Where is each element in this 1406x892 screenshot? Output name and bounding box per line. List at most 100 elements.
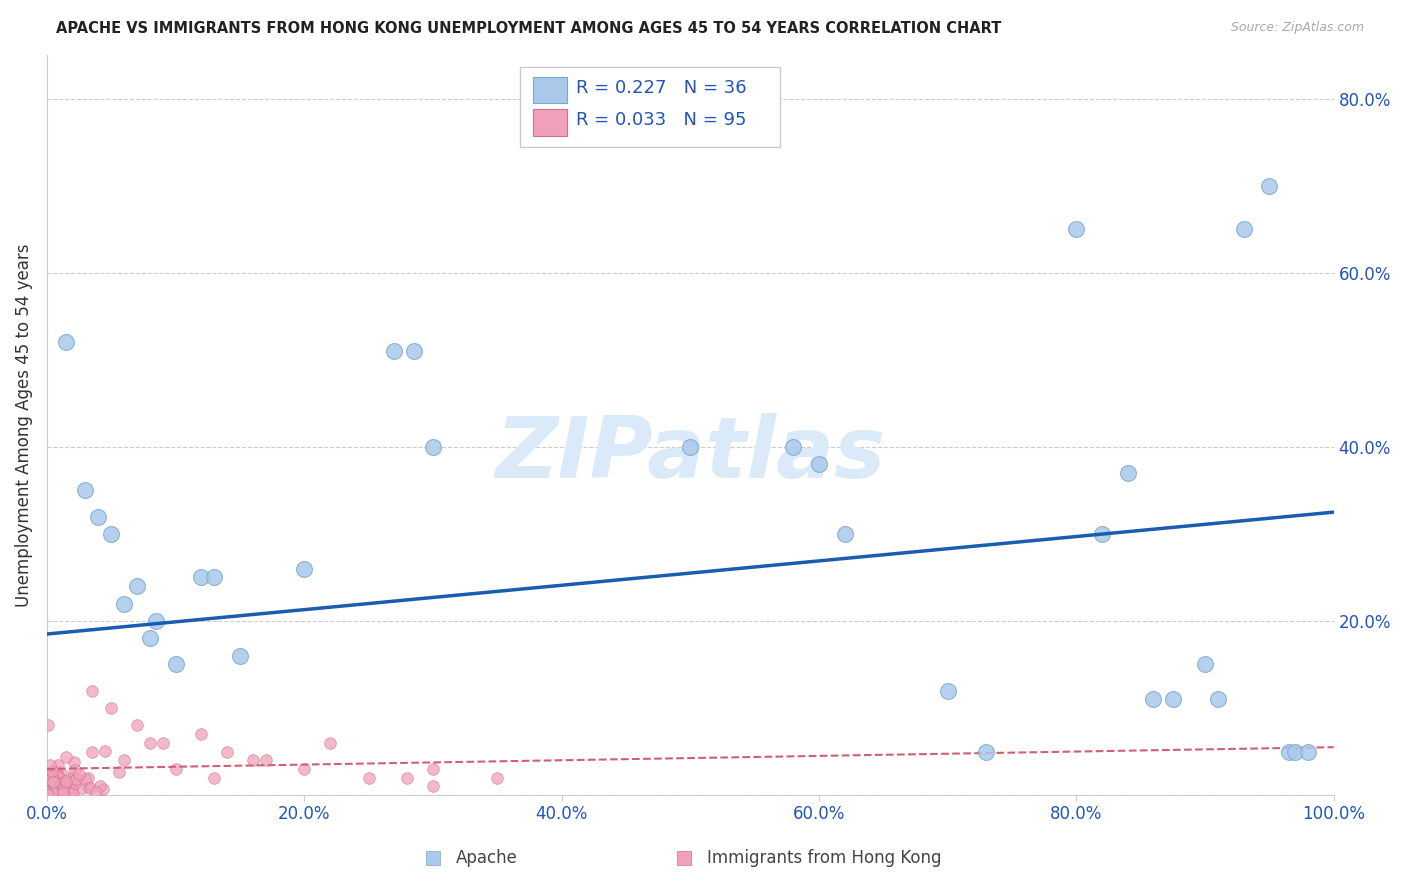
- Point: [1161, 692, 1184, 706]
- Point: [37, 718, 59, 732]
- Point: [292, 562, 315, 576]
- Point: [62, 770, 84, 784]
- Point: [215, 745, 238, 759]
- Point: [41, 775, 63, 789]
- Text: R = 0.227   N = 36: R = 0.227 N = 36: [576, 79, 747, 97]
- Point: [139, 736, 162, 750]
- Point: [202, 771, 225, 785]
- Point: [1064, 222, 1087, 236]
- Point: [357, 771, 380, 785]
- Text: Immigrants from Hong Kong: Immigrants from Hong Kong: [707, 849, 942, 867]
- Point: [974, 745, 997, 759]
- Point: [402, 344, 425, 359]
- Point: [190, 570, 212, 584]
- Point: [41, 782, 63, 797]
- Point: [1232, 222, 1254, 236]
- Point: [125, 718, 148, 732]
- Point: [165, 657, 187, 672]
- Point: [41, 785, 63, 799]
- Point: [55, 774, 77, 789]
- Point: [834, 527, 856, 541]
- Point: [292, 762, 315, 776]
- Point: [48, 777, 70, 791]
- Point: [55, 335, 77, 350]
- Point: [165, 762, 187, 776]
- Point: [79, 781, 101, 796]
- Point: [37, 775, 59, 789]
- Point: [1296, 745, 1319, 759]
- Point: [382, 344, 405, 359]
- Point: [53, 772, 76, 787]
- Point: [63, 756, 86, 770]
- Point: [56, 775, 79, 789]
- Point: [63, 764, 86, 778]
- Point: [679, 440, 702, 454]
- Point: [70, 780, 93, 795]
- Point: [94, 744, 117, 758]
- Point: [139, 632, 162, 646]
- Point: [422, 762, 444, 776]
- Point: [422, 862, 444, 876]
- Point: [41, 768, 63, 782]
- Point: [1284, 745, 1306, 759]
- Point: [1091, 527, 1114, 541]
- Point: [45, 776, 67, 790]
- Point: [38, 787, 60, 801]
- Text: APACHE VS IMMIGRANTS FROM HONG KONG UNEMPLOYMENT AMONG AGES 45 TO 54 YEARS CORRE: APACHE VS IMMIGRANTS FROM HONG KONG UNEM…: [56, 21, 1001, 36]
- Point: [35, 780, 58, 794]
- Point: [936, 683, 959, 698]
- Point: [782, 440, 804, 454]
- Point: [37, 787, 59, 801]
- Point: [55, 776, 77, 790]
- Text: ZIPatlas: ZIPatlas: [495, 413, 886, 496]
- Point: [319, 736, 342, 750]
- Point: [41, 764, 63, 778]
- Point: [84, 784, 107, 798]
- Point: [48, 757, 70, 772]
- Point: [202, 570, 225, 584]
- Point: [125, 579, 148, 593]
- Point: [41, 779, 63, 793]
- Point: [65, 772, 87, 787]
- Point: [89, 779, 111, 793]
- Point: [73, 772, 96, 787]
- Point: [60, 780, 83, 794]
- Point: [38, 787, 60, 801]
- Point: [45, 769, 67, 783]
- Point: [152, 736, 174, 750]
- Point: [100, 527, 122, 541]
- Point: [51, 786, 73, 800]
- Point: [44, 772, 66, 787]
- Point: [48, 778, 70, 792]
- Point: [396, 771, 419, 785]
- Point: [254, 753, 277, 767]
- Point: [46, 765, 69, 780]
- Point: [1258, 178, 1281, 193]
- Point: [37, 778, 59, 792]
- Point: [49, 778, 72, 792]
- Point: [229, 648, 252, 663]
- Point: [1278, 745, 1301, 759]
- Point: [46, 765, 69, 780]
- Point: [52, 783, 75, 797]
- Point: [63, 774, 86, 789]
- Point: [37, 783, 59, 797]
- Point: [48, 770, 70, 784]
- Point: [39, 766, 62, 780]
- Point: [807, 457, 830, 471]
- Point: [37, 779, 59, 793]
- Point: [80, 683, 103, 698]
- Point: [45, 786, 67, 800]
- Point: [39, 784, 62, 798]
- Text: Apache: Apache: [456, 849, 517, 867]
- Point: [145, 614, 167, 628]
- Point: [48, 787, 70, 801]
- Point: [87, 509, 110, 524]
- Point: [44, 785, 66, 799]
- Point: [55, 749, 77, 764]
- Point: [100, 701, 122, 715]
- Point: [112, 597, 135, 611]
- Point: [39, 784, 62, 798]
- Point: [35, 784, 58, 798]
- Point: [190, 727, 212, 741]
